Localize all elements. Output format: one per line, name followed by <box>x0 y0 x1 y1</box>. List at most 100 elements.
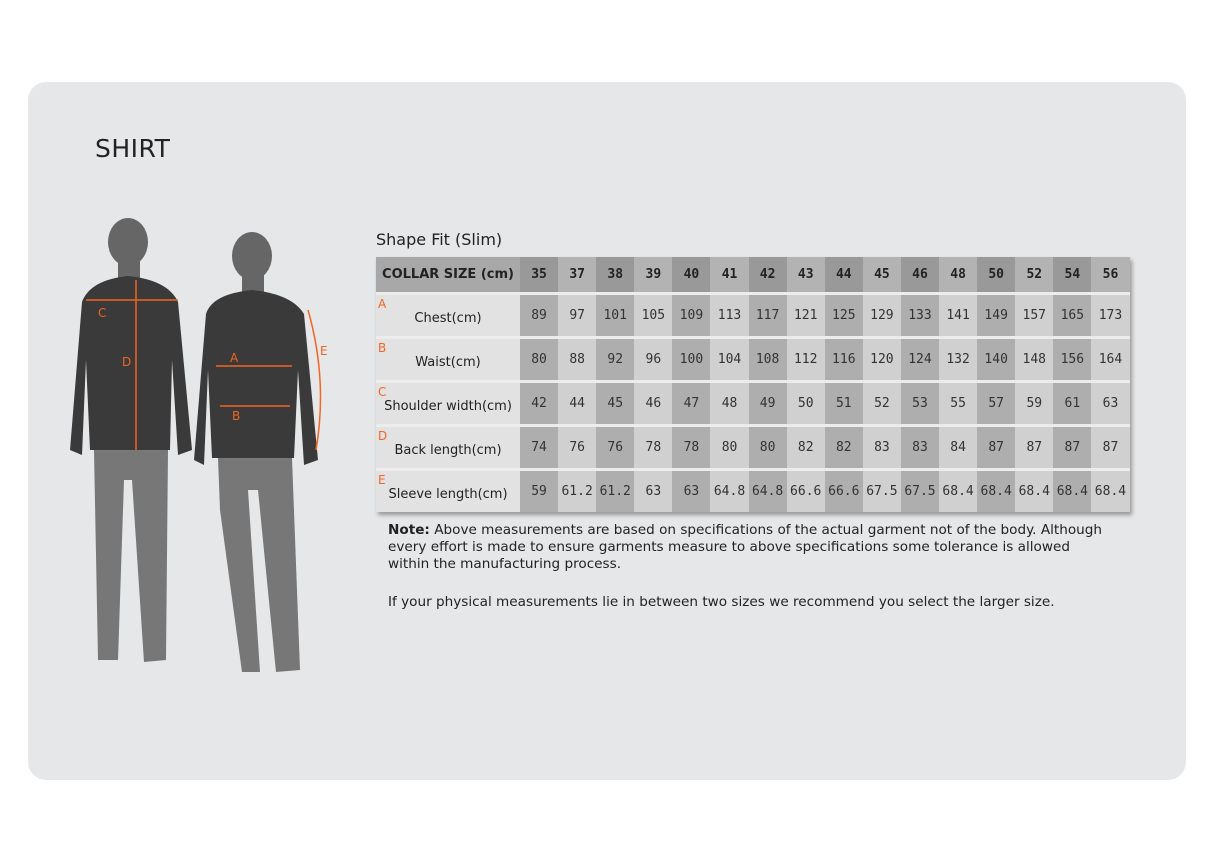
table-cell: 61 <box>1053 380 1092 426</box>
row-label: A Chest(cm) <box>376 292 520 338</box>
size-header: 50 <box>977 257 1016 294</box>
table-cell: 46 <box>634 380 673 426</box>
row-letter: D <box>378 429 388 443</box>
table-cell: 87 <box>1053 424 1092 470</box>
table-row: E Sleeve length(cm) 59 61.2 61.2 63 63 64.8 64.8… <box>376 468 1130 512</box>
table-cell: 74 <box>520 424 559 470</box>
table-cell: 164 <box>1091 336 1130 382</box>
table-cell: 57 <box>977 380 1016 426</box>
measurement-figures: C D A B E <box>70 218 328 672</box>
table-cell: 149 <box>977 292 1016 338</box>
svg-text:B: B <box>232 409 240 423</box>
table-cell: 82 <box>786 424 825 470</box>
table-cell: 76 <box>596 424 635 470</box>
table-cell: 156 <box>1053 336 1092 382</box>
svg-text:D: D <box>122 355 131 369</box>
table-cell: 63 <box>634 468 673 512</box>
table-cell: 61.2 <box>558 468 597 512</box>
table-cell: 52 <box>862 380 901 426</box>
row-label: B Waist(cm) <box>376 336 520 382</box>
table-cell: 48 <box>710 380 749 426</box>
size-table: COLLAR SIZE (cm) 35 37 38 39 40 41 42 43 44 45 46 48… <box>376 257 1130 512</box>
size-header: 42 <box>748 257 787 294</box>
row-label-text: Back length(cm) <box>394 443 502 458</box>
table-cell: 59 <box>1015 380 1054 426</box>
table-cell: 104 <box>710 336 749 382</box>
table-cell: 92 <box>596 336 635 382</box>
row-letter: E <box>378 473 386 487</box>
table-cell: 141 <box>939 292 978 338</box>
size-header: 52 <box>1015 257 1054 294</box>
table-cell: 157 <box>1015 292 1054 338</box>
row-letter: C <box>378 385 387 399</box>
table-cell: 87 <box>977 424 1016 470</box>
table-cell: 67.5 <box>900 468 940 512</box>
table-cell: 121 <box>786 292 825 338</box>
table-cell: 47 <box>672 380 711 426</box>
table-cell: 105 <box>634 292 673 338</box>
front-view-figure: A B E <box>194 232 328 672</box>
size-header: 38 <box>596 257 635 294</box>
size-header: 54 <box>1053 257 1092 294</box>
collar-size-header: COLLAR SIZE (cm) <box>376 257 520 294</box>
table-cell: 97 <box>558 292 597 338</box>
table-cell: 51 <box>824 380 863 426</box>
table-cell: 66.6 <box>824 468 863 512</box>
size-header: 45 <box>862 257 901 294</box>
table-cell: 45 <box>596 380 635 426</box>
row-letter: A <box>378 297 387 311</box>
note-text: Note: Above measurements are based on sp… <box>388 522 1108 573</box>
table-cell: 63 <box>1091 380 1130 426</box>
table-cell: 120 <box>862 336 901 382</box>
table-cell: 109 <box>672 292 711 338</box>
table-cell: 55 <box>939 380 978 426</box>
table-cell: 68.4 <box>939 468 978 512</box>
table-cell: 64.8 <box>748 468 787 512</box>
size-header: 35 <box>520 257 559 294</box>
table-cell: 84 <box>939 424 978 470</box>
table-cell: 133 <box>900 292 940 338</box>
table-cell: 80 <box>520 336 559 382</box>
table-cell: 83 <box>862 424 901 470</box>
table-cell: 96 <box>634 336 673 382</box>
row-label: D Back length(cm) <box>376 424 520 470</box>
table-cell: 63 <box>672 468 711 512</box>
table-cell: 108 <box>748 336 787 382</box>
row-letter: B <box>378 341 387 355</box>
svg-text:A: A <box>230 351 239 365</box>
table-cell: 68.4 <box>977 468 1016 512</box>
table-cell: 82 <box>824 424 863 470</box>
table-cell: 113 <box>710 292 749 338</box>
size-header: 39 <box>634 257 673 294</box>
table-cell: 124 <box>900 336 940 382</box>
size-header: 41 <box>710 257 749 294</box>
table-cell: 64.8 <box>710 468 749 512</box>
table-row: D Back length(cm) 74 76 76 78 78 80 80 82 82 83 83 84… <box>376 424 1130 470</box>
row-label-text: Sleeve length(cm) <box>388 487 508 502</box>
table-cell: 116 <box>824 336 863 382</box>
table-cell: 76 <box>558 424 597 470</box>
table-cell: 165 <box>1053 292 1092 338</box>
table-cell: 66.6 <box>786 468 825 512</box>
table-row: B Waist(cm) 80 88 92 96 100 104 108 112 116 120 124 1… <box>376 336 1130 382</box>
recommendation-text: If your physical measurements lie in bet… <box>388 594 1055 610</box>
row-label-text: Waist(cm) <box>415 355 481 370</box>
fit-label: Shape Fit (Slim) <box>376 230 503 249</box>
back-view-figure: C D <box>70 218 192 662</box>
svg-text:E: E <box>320 344 328 358</box>
size-header: 40 <box>672 257 711 294</box>
size-header: 56 <box>1091 257 1130 294</box>
row-label-text: Shoulder width(cm) <box>384 399 512 414</box>
row-label: C Shoulder width(cm) <box>376 380 520 426</box>
table-cell: 117 <box>748 292 787 338</box>
header-row: COLLAR SIZE (cm) 35 37 38 39 40 41 42 43 44 45 46 48… <box>376 257 1130 294</box>
table-cell: 78 <box>634 424 673 470</box>
size-header: 37 <box>558 257 597 294</box>
table-cell: 53 <box>900 380 940 426</box>
table-cell: 61.2 <box>596 468 635 512</box>
table-row: C Shoulder width(cm) 42 44 45 46 47 48 49 50 51 52 5… <box>376 380 1130 426</box>
table-cell: 132 <box>939 336 978 382</box>
table-cell: 87 <box>1091 424 1130 470</box>
table-cell: 89 <box>520 292 559 338</box>
table-cell: 140 <box>977 336 1016 382</box>
